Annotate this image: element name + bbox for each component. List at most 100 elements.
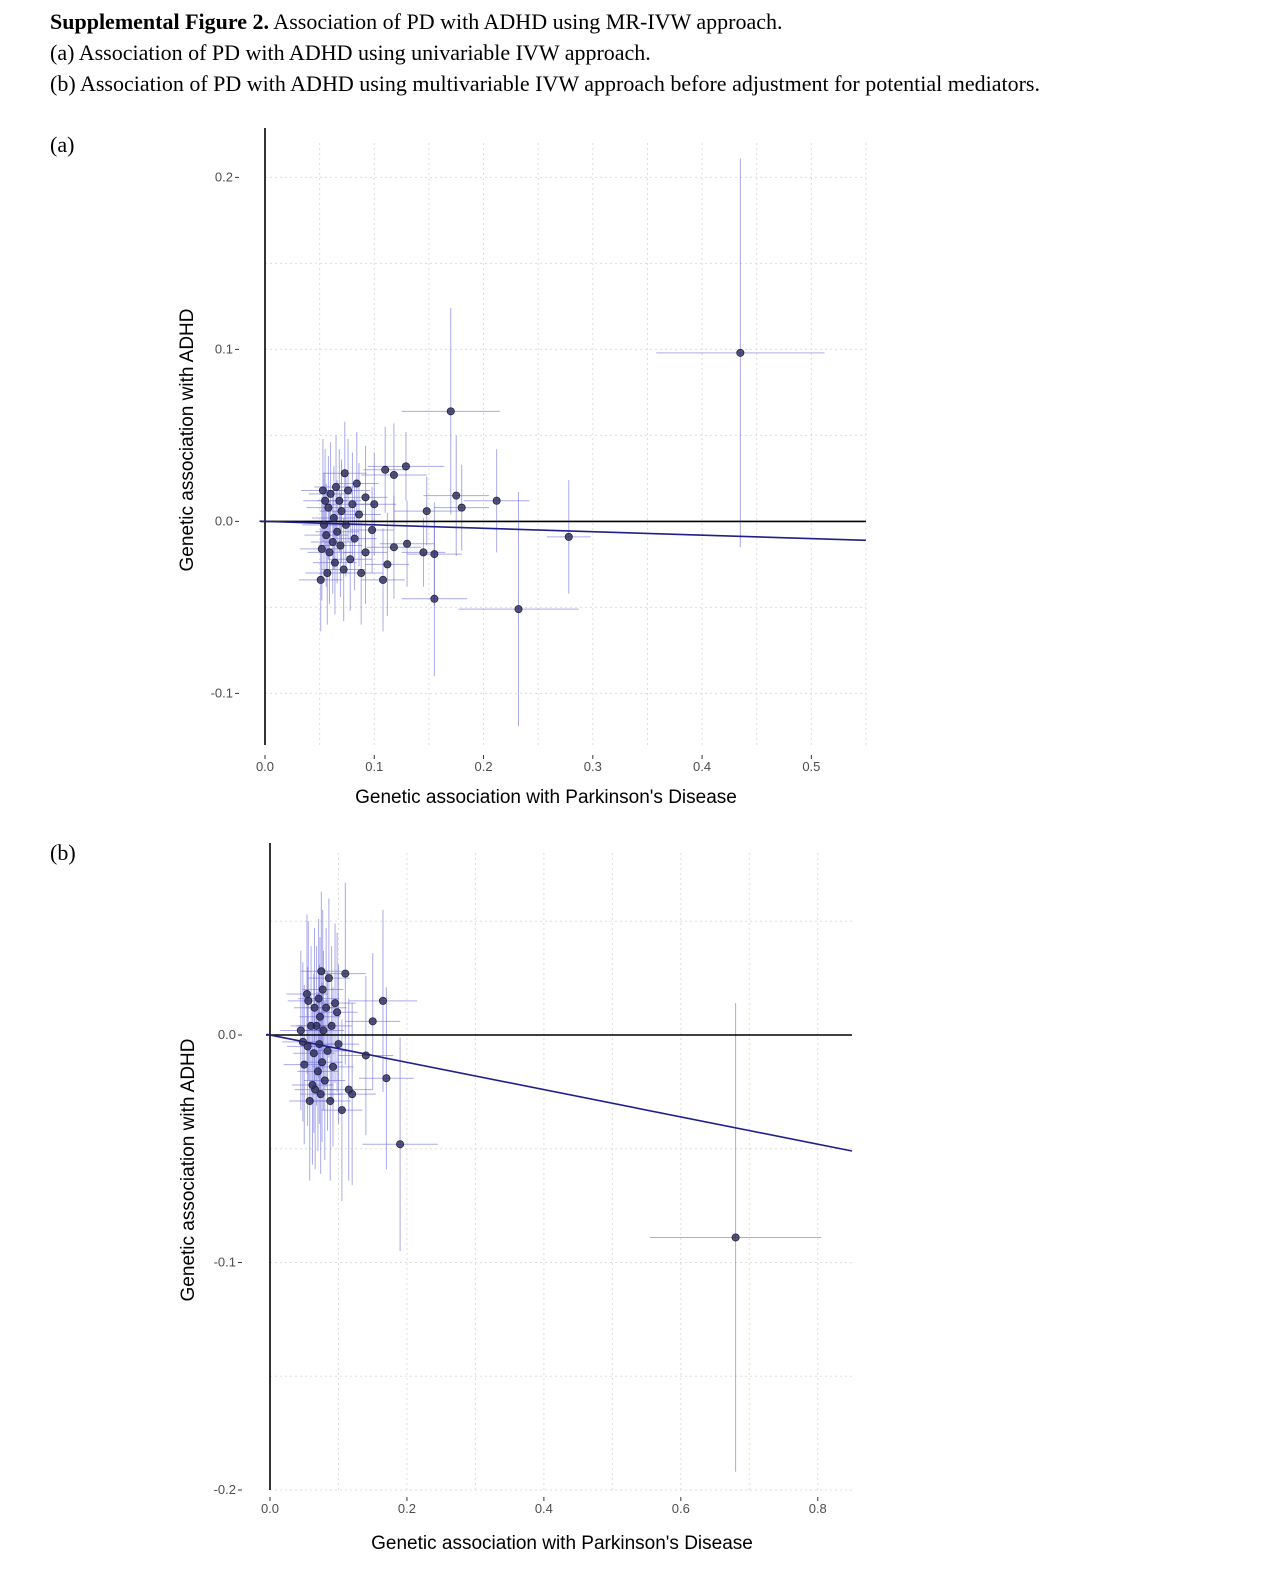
data-point [381,465,390,474]
data-point [457,503,466,512]
data-point [403,539,412,548]
data-point [396,1140,405,1149]
data-point [328,1062,337,1071]
data-point [430,550,439,559]
data-point [326,1096,335,1105]
data-point [379,575,388,584]
x-axis-title: Genetic association with Parkinson's Dis… [371,1533,753,1554]
data-point [320,1076,329,1085]
data-point [378,996,387,1005]
data-point [329,513,338,522]
data-point [368,1017,377,1026]
data-point [317,967,326,976]
data-point [334,1040,343,1049]
data-point [309,1049,318,1058]
data-point [320,520,329,529]
data-point [361,548,370,557]
caption-title-bold: Supplemental Figure 2. [50,9,270,34]
x-tick-label: 0.3 [584,759,602,774]
data-point [383,560,392,569]
data-point [333,1008,342,1017]
data-point [322,1003,331,1012]
y-tick-label: 0.1 [215,341,233,356]
y-tick-label: -0.1 [214,1255,236,1270]
data-point [318,985,327,994]
data-point [323,569,332,578]
x-tick-label: 0.4 [693,759,711,774]
data-point [354,510,363,519]
y-axis-title: Genetic association with ADHD [178,1039,199,1302]
caption-title: Supplemental Figure 2. Association of PD… [50,6,1250,37]
data-point [336,541,345,550]
data-point [344,1085,353,1094]
panel-a-label: (a) [50,132,75,157]
data-point [305,1096,314,1105]
chart-a: 0.0 0.1 0.2 0.3 0.4 0.5 -0.1 0.0 0.1 0.2 Genetic a… [177,128,867,808]
data-point [316,575,325,584]
data-point [335,496,344,505]
panel-b-label: (b) [50,840,76,865]
data-point [330,558,339,567]
data-point [368,526,377,535]
x-tick-label: 0.2 [398,1501,416,1516]
data-point [352,479,361,488]
y-tick-label: -0.1 [211,685,233,700]
data-point [370,500,379,509]
data-point [346,555,355,564]
data-point [331,999,340,1008]
data-point [303,1042,312,1051]
x-tick-label: 0.4 [535,1501,553,1516]
data-point [318,486,327,495]
data-point [326,489,335,498]
data-point [382,1074,391,1083]
data-point [328,538,337,547]
data-point [357,569,366,578]
data-point [492,496,501,505]
caption-line-b: (b) Association of PD with ADHD using mu… [50,71,1040,96]
data-point [319,1026,328,1035]
y-tick-label: 0.0 [218,1027,236,1042]
caption-title-rest: Association of PD with ADHD using MR-IVW… [269,9,783,34]
x-tick-label: 0.0 [256,759,274,774]
data-point [731,1233,740,1242]
figure-caption: Supplemental Figure 2. Association of PD… [50,6,1250,99]
data-point [341,969,350,978]
data-point [321,496,330,505]
data-point [332,482,341,491]
data-point [344,486,353,495]
data-point [419,548,428,557]
data-point [452,491,461,500]
data-point [324,503,333,512]
data-point [302,990,311,999]
data-point [324,974,333,983]
data-point [308,1081,317,1090]
x-tick-label: 0.1 [365,759,383,774]
data-point [300,1060,309,1069]
ivw-fit-line [259,520,867,542]
data-point [564,532,573,541]
data-point [333,527,342,536]
data-point [315,1040,324,1049]
data-point [298,1037,307,1046]
x-tick-label: 0.2 [475,759,493,774]
data-point [327,1021,336,1030]
x-tick-label: 0.5 [802,759,820,774]
data-point [446,407,455,416]
data-point [422,507,431,516]
data-point [389,543,398,552]
data-point [296,1026,305,1035]
data-point [337,1106,346,1115]
data-point [310,1003,319,1012]
data-point [318,1058,327,1067]
data-point [514,605,523,614]
data-point [304,996,313,1005]
data-point [307,1021,316,1030]
x-tick-label: 0.8 [809,1501,827,1516]
x-axis-title: Genetic association with Parkinson's Dis… [355,787,737,808]
data-point [736,348,745,357]
data-point [389,470,398,479]
data-point [313,1067,322,1076]
data-point [323,1046,332,1055]
data-point [339,565,348,574]
